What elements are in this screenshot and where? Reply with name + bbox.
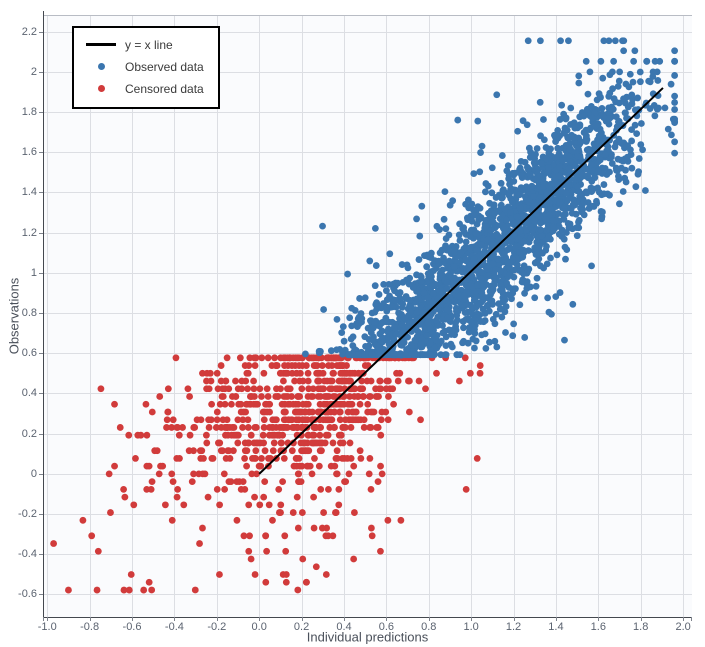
legend-item-observed-data[interactable]: Observed data bbox=[86, 57, 204, 76]
y-tick-label: 0.8 bbox=[21, 307, 37, 320]
y-tick-label: 1.8 bbox=[21, 106, 37, 119]
y-tick-label: 0.6 bbox=[21, 347, 37, 360]
y-tick-label: -0.6 bbox=[18, 588, 37, 601]
legend-item-censored-data[interactable]: Censored data bbox=[86, 79, 204, 98]
x-tick-label: -0.8 bbox=[80, 621, 100, 633]
censored-dot-icon bbox=[86, 85, 116, 92]
observed-dot-icon bbox=[86, 63, 116, 70]
y-axis-title: Observations bbox=[6, 277, 22, 355]
x-tick-label: -0.6 bbox=[122, 621, 142, 633]
y-tick-label: 0 bbox=[30, 467, 37, 480]
x-axis-title: Individual predictions bbox=[306, 629, 429, 645]
y-tick-label: 1.2 bbox=[21, 226, 37, 239]
x-tick-label: 0.6 bbox=[378, 621, 395, 633]
legend: y = x line Observed data Censored data bbox=[72, 26, 220, 109]
x-tick-label: 1.0 bbox=[463, 621, 479, 633]
legend-label: y = x line bbox=[125, 37, 173, 52]
x-tick-label: 0.2 bbox=[293, 621, 310, 633]
y-tick-label: 0.2 bbox=[21, 427, 37, 440]
x-tick-label: 1.6 bbox=[590, 621, 606, 633]
y-tick-label: 2 bbox=[30, 65, 37, 78]
x-tick-label: 0.8 bbox=[421, 621, 437, 633]
legend-label: Censored data bbox=[125, 81, 204, 96]
line-swatch-icon bbox=[86, 43, 116, 46]
legend-item-identity-line[interactable]: y = x line bbox=[86, 35, 204, 54]
x-tick-label: 1.8 bbox=[633, 621, 649, 633]
x-tick-label: 1.4 bbox=[548, 621, 564, 633]
y-tick-label: 1.4 bbox=[21, 186, 37, 199]
y-tick-label: -0.4 bbox=[18, 548, 37, 561]
x-tick-label: 0.0 bbox=[251, 621, 267, 633]
x-tick-label: -0.4 bbox=[164, 621, 184, 633]
y-tick-label: -0.2 bbox=[18, 508, 37, 521]
x-tick-label: 2.0 bbox=[675, 621, 691, 633]
y-tick-label: 2.2 bbox=[21, 25, 37, 38]
y-tick-label: 1 bbox=[30, 266, 37, 279]
x-tick-label: 1.2 bbox=[505, 621, 522, 633]
y-tick-label: 0.4 bbox=[21, 387, 37, 400]
x-tick-label: 0.4 bbox=[336, 621, 352, 633]
legend-label: Observed data bbox=[125, 59, 204, 74]
x-tick-label: -0.2 bbox=[207, 621, 227, 633]
x-tick-label: -1.0 bbox=[37, 621, 57, 633]
y-tick-label: 1.6 bbox=[21, 146, 37, 159]
